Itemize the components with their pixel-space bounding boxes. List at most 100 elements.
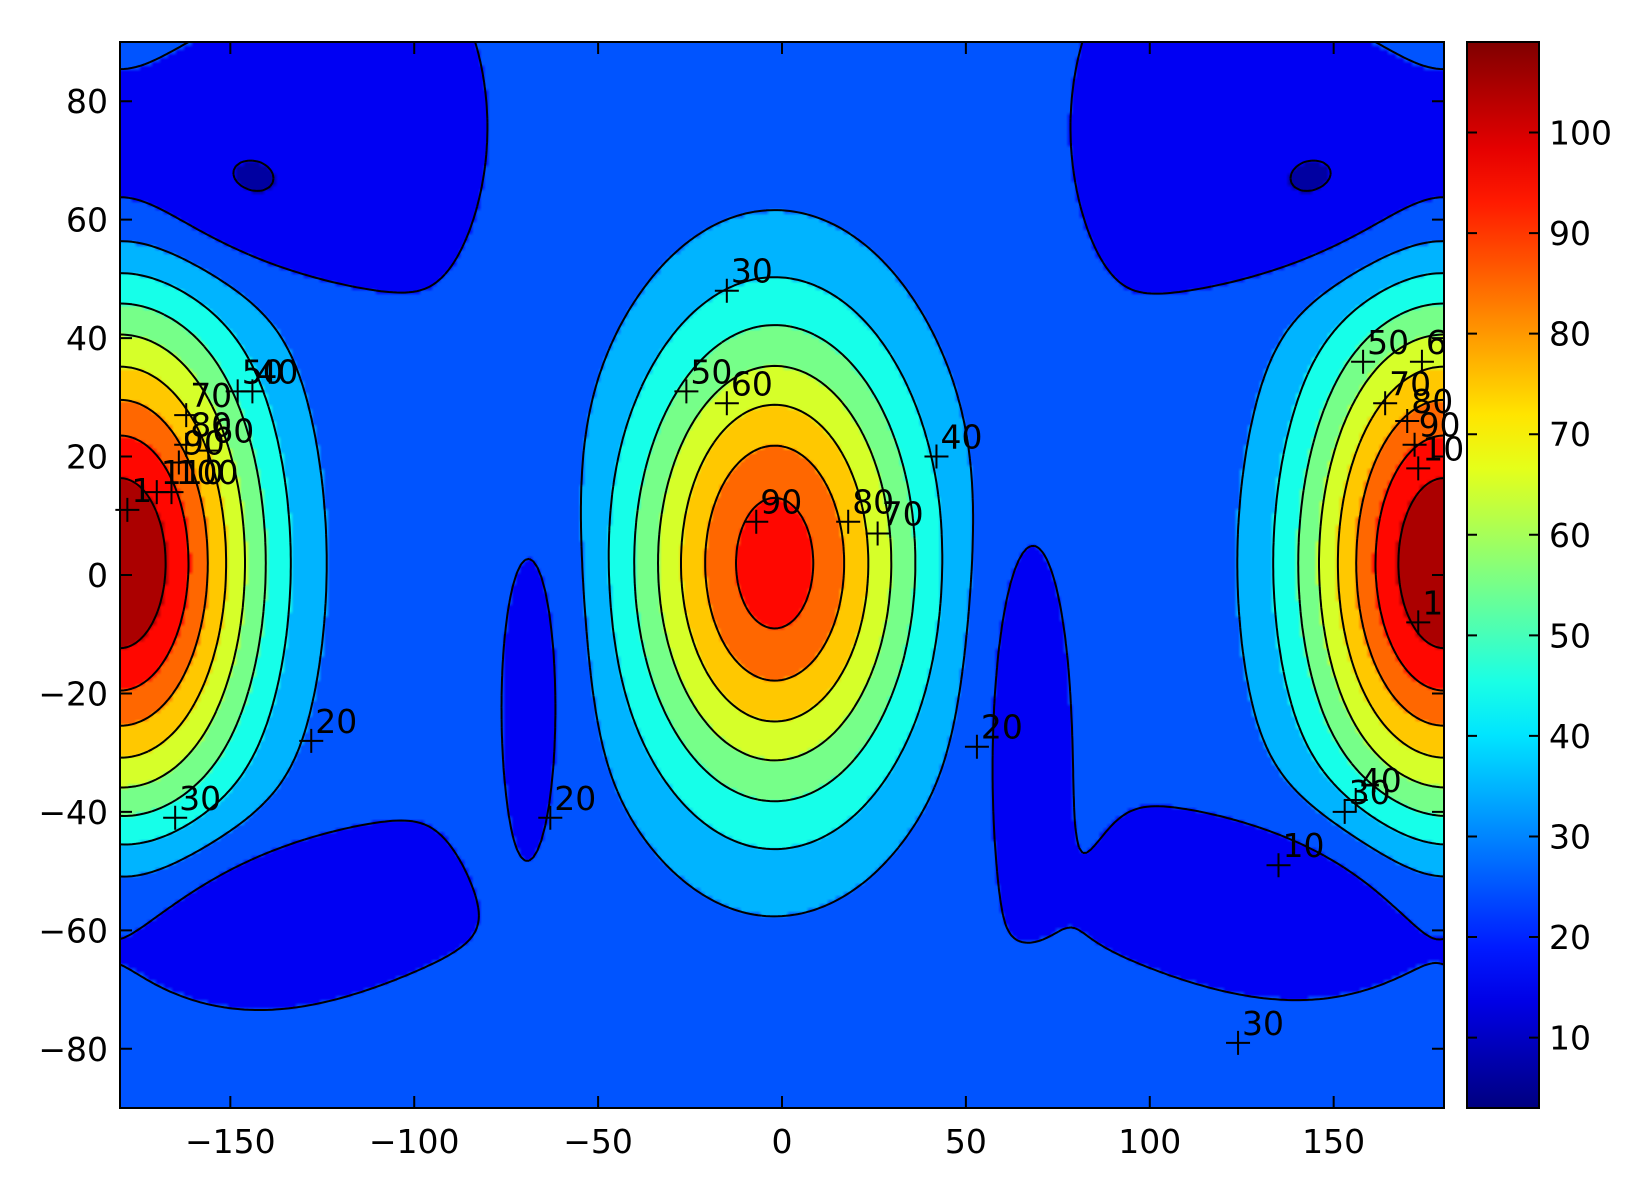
contour-label: 6 (1426, 323, 1447, 362)
colorbar-tick-label: 10 (1549, 1019, 1591, 1058)
contour-label: 80 (1411, 382, 1453, 421)
x-tick-label: 100 (1118, 1122, 1181, 1161)
contour-label-marker (714, 278, 739, 303)
contour-label: 110 (161, 453, 224, 492)
contour-label-marker (196, 438, 221, 463)
colorbar-tick-label: 80 (1549, 315, 1591, 354)
contour-label: 70 (190, 376, 232, 415)
contour-label: 30 (1242, 1004, 1284, 1043)
x-tick-label: −150 (185, 1122, 276, 1161)
contour-line-40 (120, 272, 1444, 851)
x-tick-label: 0 (772, 1122, 793, 1161)
colorbar-tick-label: 50 (1549, 616, 1591, 655)
contour-label: 30 (731, 252, 773, 291)
contour-line-80 (120, 398, 1444, 727)
colorbar-tick-label: 70 (1549, 415, 1591, 454)
contour-label-marker (674, 379, 699, 404)
contour-label: 80 (190, 406, 232, 445)
contour-label: 70 (882, 495, 924, 534)
contour-lines (120, 42, 1444, 1011)
contour-label-marker (1395, 409, 1420, 434)
contour-label: 60 (731, 364, 773, 403)
contour-label-marker (1332, 799, 1357, 824)
colorbar-tick-label: 30 (1549, 817, 1591, 856)
x-tick-label: 150 (1302, 1122, 1365, 1161)
x-tick-label: 50 (945, 1122, 987, 1161)
contour-label-marker (744, 509, 769, 534)
contour-label: 20 (981, 708, 1023, 747)
colorbar-tick-label: 90 (1549, 214, 1591, 253)
contour-label-marker (964, 734, 989, 759)
contour-label: 10 (1283, 826, 1325, 865)
contour-label-marker (163, 805, 188, 830)
contour-label-marker (299, 728, 324, 753)
contour-label: 50 (690, 352, 732, 391)
x-axis: −150 −100 −50 0 50 100 150 (185, 42, 1365, 1161)
contour-field (120, 42, 1444, 1108)
colorbar-frame (1466, 41, 1540, 1109)
x-tick-label: −100 (369, 1122, 460, 1161)
contour-label-marker (1406, 456, 1431, 481)
contour-label: 40 (940, 418, 982, 457)
contour-label-marker (538, 805, 563, 830)
y-tick-label: 20 (66, 438, 108, 477)
colorbar-tick-label: 60 (1549, 516, 1591, 555)
contour-label-marker (714, 391, 739, 416)
contour-label-marker (174, 403, 199, 428)
contour-label: 50 (242, 352, 284, 391)
y-tick-label: 80 (66, 82, 108, 121)
colorbar-tick-label: 20 (1549, 918, 1591, 957)
colorbar-tick-label: 100 (1549, 114, 1612, 153)
contour-label: 100 (175, 453, 238, 492)
colorbar-ticks: 10 20 30 40 50 60 70 80 90 100 (1467, 114, 1612, 1058)
colorbar: 10 20 30 40 50 60 70 80 90 100 (1466, 41, 1612, 1109)
contour-label-marker (166, 450, 191, 475)
contour-label-marker (1226, 1030, 1251, 1055)
contour-label-marker (1406, 610, 1431, 635)
contour-label: 90 (183, 423, 225, 462)
contour-label: 1 (131, 471, 152, 510)
contour-label: 90 (760, 483, 802, 522)
contour-line-100 (120, 477, 1444, 650)
contour-label-marker (225, 379, 250, 404)
contour-label-marker (1343, 788, 1368, 813)
contour-label: 40 (1360, 761, 1402, 800)
x-tick-label: −50 (563, 1122, 633, 1161)
contour-label: 20 (554, 779, 596, 818)
contour-label: 70 (1389, 364, 1431, 403)
y-tick-label: −20 (38, 674, 108, 713)
y-tick-label: 40 (66, 319, 108, 358)
contour-label: 90 (1419, 406, 1461, 445)
contour-line-10 (232, 159, 1332, 192)
contour-label-marker (1409, 349, 1434, 374)
y-tick-label: −80 (38, 1030, 108, 1069)
contour-label-marker (1373, 391, 1398, 416)
y-tick-label: 60 (66, 201, 108, 240)
contour-label: 60 (212, 412, 254, 451)
contour-label-marker (865, 521, 890, 546)
contour-label-marker (924, 444, 949, 469)
contour-label: 50 (1367, 323, 1409, 362)
contour-label-marker (836, 509, 861, 534)
contour-label: 20 (315, 702, 357, 741)
contour-label: 40 (256, 352, 298, 391)
contour-label: 1 (1422, 583, 1443, 622)
colorbar-tick-label: 40 (1549, 717, 1591, 756)
contour-label-marker (1266, 853, 1291, 878)
contour-label-marker (1351, 349, 1376, 374)
contour-line-30 (120, 209, 1444, 918)
contour-line-50 (120, 302, 1444, 817)
contour-label: 30 (179, 779, 221, 818)
y-tick-label: 0 (87, 556, 108, 595)
y-tick-label: −40 (38, 793, 108, 832)
contour-label-marker (1402, 432, 1427, 457)
contour-label: 80 (852, 483, 894, 522)
contour-label-marker (144, 480, 169, 505)
contour-label-marker (174, 432, 199, 457)
colorbar-gradient (1467, 42, 1539, 1108)
y-tick-label: −60 (38, 911, 108, 950)
